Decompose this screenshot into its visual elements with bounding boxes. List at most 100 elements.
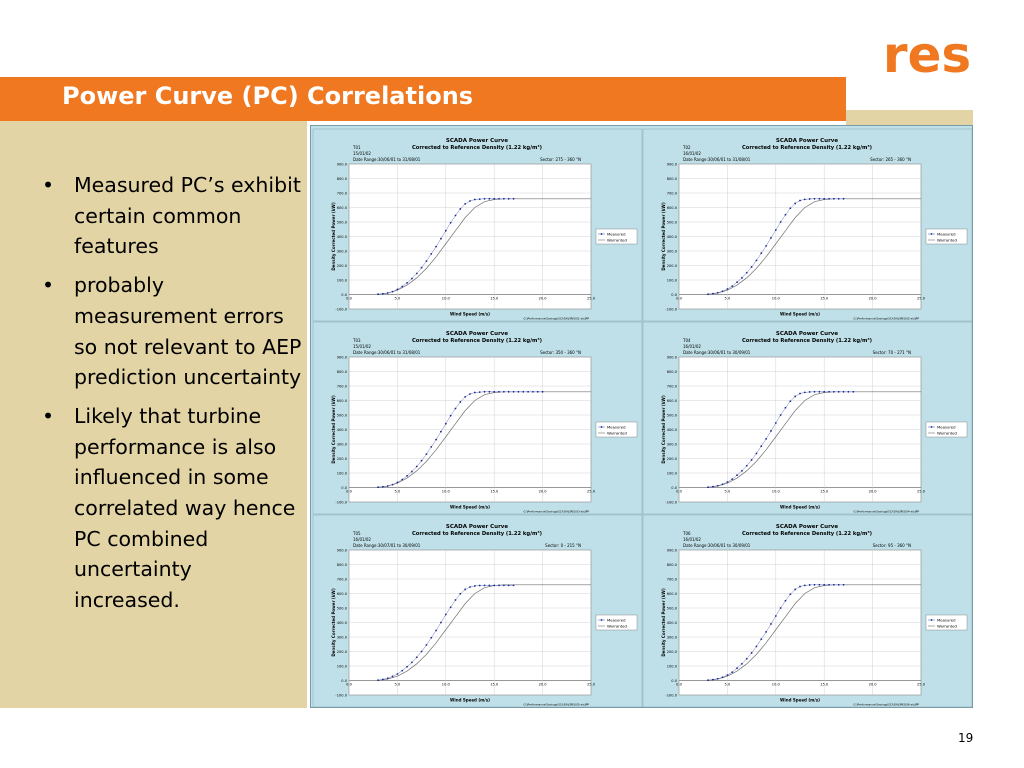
measured-point	[721, 676, 724, 679]
y-tick-label: -100.0	[665, 307, 677, 311]
measured-point	[420, 266, 423, 269]
y-tick-label: -100.0	[335, 693, 347, 697]
measured-point	[823, 583, 826, 586]
measured-point	[381, 678, 384, 681]
measured-point	[707, 679, 709, 682]
measured-point	[731, 285, 734, 287]
measured-point	[711, 292, 714, 295]
chart-turbine-id: T01	[352, 145, 361, 150]
y-tick-label: 600.0	[337, 592, 348, 596]
y-tick-label: 900.0	[337, 548, 348, 552]
measured-point	[818, 390, 821, 393]
measured-point	[536, 390, 539, 393]
measured-point	[736, 667, 738, 670]
measured-point	[760, 252, 763, 255]
legend-label-measured: Measured	[937, 617, 956, 622]
measured-point	[386, 485, 389, 487]
measured-point	[464, 202, 467, 205]
y-tick-label: 0.0	[671, 679, 677, 683]
measured-point	[435, 438, 438, 441]
y-tick-label: 400.0	[667, 428, 678, 432]
y-tick-label: 0.0	[671, 293, 677, 297]
measured-point	[507, 197, 510, 200]
measured-point	[842, 390, 845, 393]
measured-point	[469, 393, 471, 395]
legend-box	[595, 421, 638, 438]
x-tick-label: 10.0	[772, 297, 781, 301]
chart-sector: Sector: 265 - 360 °N	[870, 157, 911, 162]
chart-date: 16/01/02	[683, 151, 701, 156]
measured-point	[779, 607, 782, 609]
x-tick-label: 15.0	[490, 683, 499, 687]
y-tick-label: 300.0	[667, 442, 678, 446]
measured-point	[483, 584, 486, 587]
measured-point	[741, 662, 743, 665]
y-tick-label: 200.0	[667, 650, 678, 654]
measured-point	[736, 474, 738, 477]
x-tick-label: 20.0	[539, 490, 548, 494]
x-tick-label: 20.0	[539, 297, 548, 301]
x-tick-label: 5.0	[725, 297, 731, 301]
y-tick-label: 300.0	[337, 442, 348, 446]
x-tick-label: 20.0	[539, 683, 548, 687]
bullet-item: • Measured PC’s exhibit certain common fe…	[42, 173, 301, 259]
measured-point	[483, 390, 486, 393]
measured-point	[488, 390, 491, 393]
measured-point	[502, 390, 505, 393]
legend-box	[595, 228, 638, 245]
measured-point	[828, 390, 830, 393]
measured-point	[381, 485, 384, 488]
y-tick-label: 800.0	[667, 370, 678, 374]
x-tick-label: 5.0	[395, 297, 401, 301]
measured-point	[444, 422, 447, 425]
measured-point	[498, 584, 500, 587]
measured-point	[842, 197, 845, 200]
measured-point	[444, 229, 447, 232]
y-tick-label: 600.0	[337, 206, 348, 210]
chart-turbine-id: T04	[682, 338, 691, 343]
warranted-series-line	[377, 391, 591, 488]
measured-point	[808, 584, 811, 586]
measured-point	[430, 636, 433, 639]
x-tick-label: 10.0	[772, 490, 781, 494]
measured-point	[711, 678, 714, 681]
y-tick-label: 100.0	[337, 664, 348, 668]
measured-point	[478, 391, 481, 393]
measured-point	[411, 661, 413, 664]
measured-point	[435, 245, 438, 248]
y-tick-label: 100.0	[667, 471, 678, 475]
measured-point	[377, 679, 379, 682]
legend-marker-measured	[930, 619, 933, 621]
measured-point	[823, 197, 826, 200]
measured-point	[750, 459, 753, 461]
y-tick-label: 400.0	[667, 621, 678, 625]
x-tick-label: 25.0	[587, 297, 596, 301]
y-tick-label: 200.0	[337, 457, 348, 461]
y-tick-label: 800.0	[667, 563, 678, 567]
x-tick-label: 10.0	[772, 683, 781, 687]
x-axis-label: Wind Speed (m/s)	[780, 505, 820, 510]
title-bar: Power Curve (PC) Correlations	[0, 77, 846, 121]
chart-title: SCADA Power Curve	[446, 524, 508, 530]
legend-marker-measured	[930, 233, 933, 235]
y-tick-label: 400.0	[337, 621, 348, 625]
y-tick-label: 700.0	[667, 384, 678, 388]
measured-point	[837, 197, 840, 200]
y-tick-label: 200.0	[667, 457, 678, 461]
measured-point	[420, 650, 423, 653]
y-tick-label: 900.0	[667, 548, 678, 552]
x-tick-label: 5.0	[395, 683, 401, 687]
measured-point	[707, 486, 709, 489]
measured-point	[391, 675, 394, 678]
measured-point	[770, 623, 772, 625]
legend-label-warranted: Warranted	[607, 237, 627, 242]
x-tick-label: 25.0	[917, 683, 926, 687]
measured-point	[473, 391, 476, 394]
chart-footer: G:\Performance\Savings\SCADA\[IRIS\05-xl…	[523, 703, 589, 707]
chart-title: SCADA Power Curve	[776, 138, 838, 144]
measured-point	[774, 229, 777, 231]
chart-date-range: Date Range:30/06/01 to 30/09/01	[683, 350, 751, 355]
x-tick-label: 0.0	[346, 490, 352, 494]
